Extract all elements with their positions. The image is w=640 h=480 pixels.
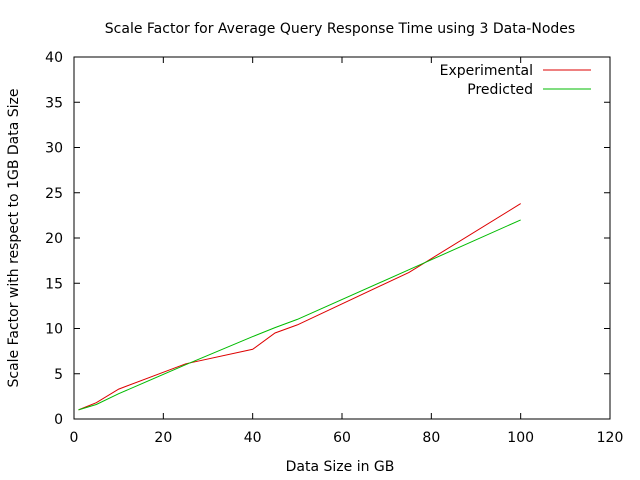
x-tick-label: 120 xyxy=(597,430,624,446)
y-tick-label: 15 xyxy=(45,276,63,292)
legend-label-predicted: Predicted xyxy=(467,82,533,98)
legend-label-experimental: Experimental xyxy=(440,63,533,79)
legend: Experimental Predicted xyxy=(440,63,591,98)
x-tick-label: 100 xyxy=(507,430,534,446)
y-tick-label: 25 xyxy=(45,186,63,202)
x-axis-label: Data Size in GB xyxy=(286,459,395,475)
y-axis-label: Scale Factor with respect to 1GB Data Si… xyxy=(6,89,22,388)
axis-ticks: 0 20 40 60 80 100 120 0 5 10 15 20 25 30 35 40 xyxy=(45,50,623,446)
x-tick-label: 60 xyxy=(333,430,351,446)
y-tick-label: 5 xyxy=(54,367,63,383)
series-line-experimental xyxy=(78,203,521,411)
y-tick-label: 10 xyxy=(45,322,63,338)
y-tick-label: 30 xyxy=(45,141,63,157)
x-tick-label: 80 xyxy=(422,430,440,446)
series-lines xyxy=(78,203,521,411)
series-line-predicted xyxy=(78,219,521,411)
x-tick-label: 40 xyxy=(244,430,262,446)
plot-frame xyxy=(73,56,611,420)
y-tick-label: 0 xyxy=(54,412,63,428)
chart-title: Scale Factor for Average Query Response … xyxy=(105,21,575,37)
y-tick-label: 20 xyxy=(45,231,63,247)
y-tick-label: 40 xyxy=(45,50,63,66)
y-tick-label: 35 xyxy=(45,95,63,111)
x-tick-label: 0 xyxy=(70,430,79,446)
x-tick-label: 20 xyxy=(154,430,172,446)
